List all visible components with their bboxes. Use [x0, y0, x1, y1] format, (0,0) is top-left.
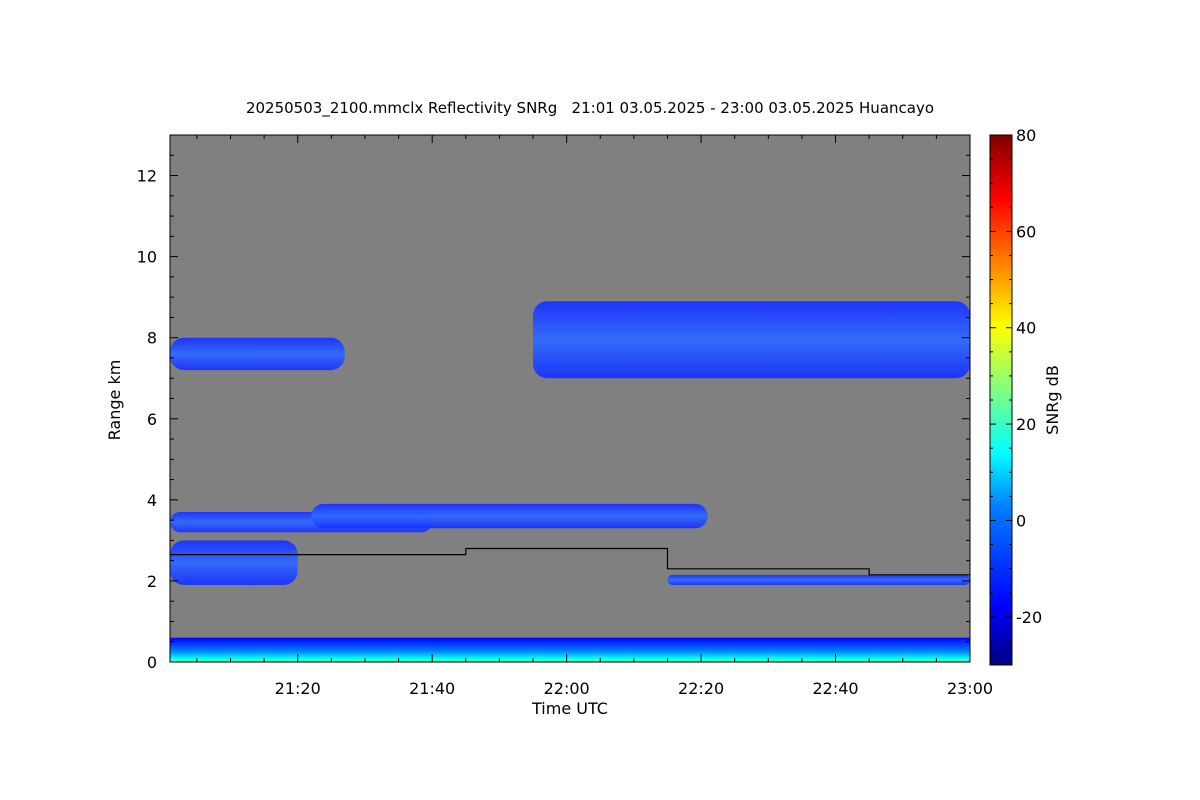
y-tick-label: 2 — [147, 572, 157, 591]
cloud-layer — [667, 574, 970, 585]
x-tick-label: 22:40 — [812, 679, 858, 698]
y-axis-label: Range km — [105, 360, 124, 441]
cloud-layer — [533, 301, 970, 379]
cloud-layer — [170, 337, 345, 371]
colorbar-tick-label: 20 — [1016, 415, 1036, 434]
y-tick-label: 0 — [147, 653, 157, 672]
y-tick-label: 8 — [147, 329, 157, 348]
x-tick-label: 22:20 — [678, 679, 724, 698]
colorbar — [989, 134, 1013, 666]
y-tick-label: 6 — [147, 410, 157, 429]
cloud-layers — [170, 301, 970, 662]
cloud-base-line — [170, 547, 970, 576]
x-axis-label: Time UTC — [531, 699, 608, 718]
y-axis: 0 2 4 6 8 10 12 — [137, 134, 970, 672]
colorbar-tick-label: 80 — [1016, 126, 1036, 145]
y-tick-label: 10 — [137, 248, 157, 267]
x-tick-label: 21:40 — [409, 679, 455, 698]
colorbar-tick-label: 0 — [1016, 511, 1026, 530]
colorbar-label: SNRg dB — [1043, 365, 1062, 435]
colorbar-tick-label: 40 — [1016, 319, 1036, 338]
colorbar-tick-label: 60 — [1016, 222, 1036, 241]
cloud-layer — [170, 637, 970, 662]
chart-title: 20250503_2100.mmclx Reflectivity SNRg 21… — [245, 99, 935, 117]
colorbar-ticks: -20 0 20 40 60 80 — [990, 126, 1042, 666]
x-tick-label: 23:00 — [947, 679, 993, 698]
x-tick-label: 22:00 — [544, 679, 590, 698]
cloud-layer — [311, 503, 708, 529]
colorbar-tick-label: -20 — [1016, 608, 1042, 627]
x-axis: 21:20 21:40 22:00 22:20 22:40 23:00 — [196, 135, 993, 698]
cloud-layer — [170, 540, 298, 585]
y-tick-label: 4 — [147, 491, 157, 510]
x-tick-label: 21:20 — [275, 679, 321, 698]
plot-background — [170, 135, 970, 662]
y-tick-label: 12 — [137, 167, 157, 186]
